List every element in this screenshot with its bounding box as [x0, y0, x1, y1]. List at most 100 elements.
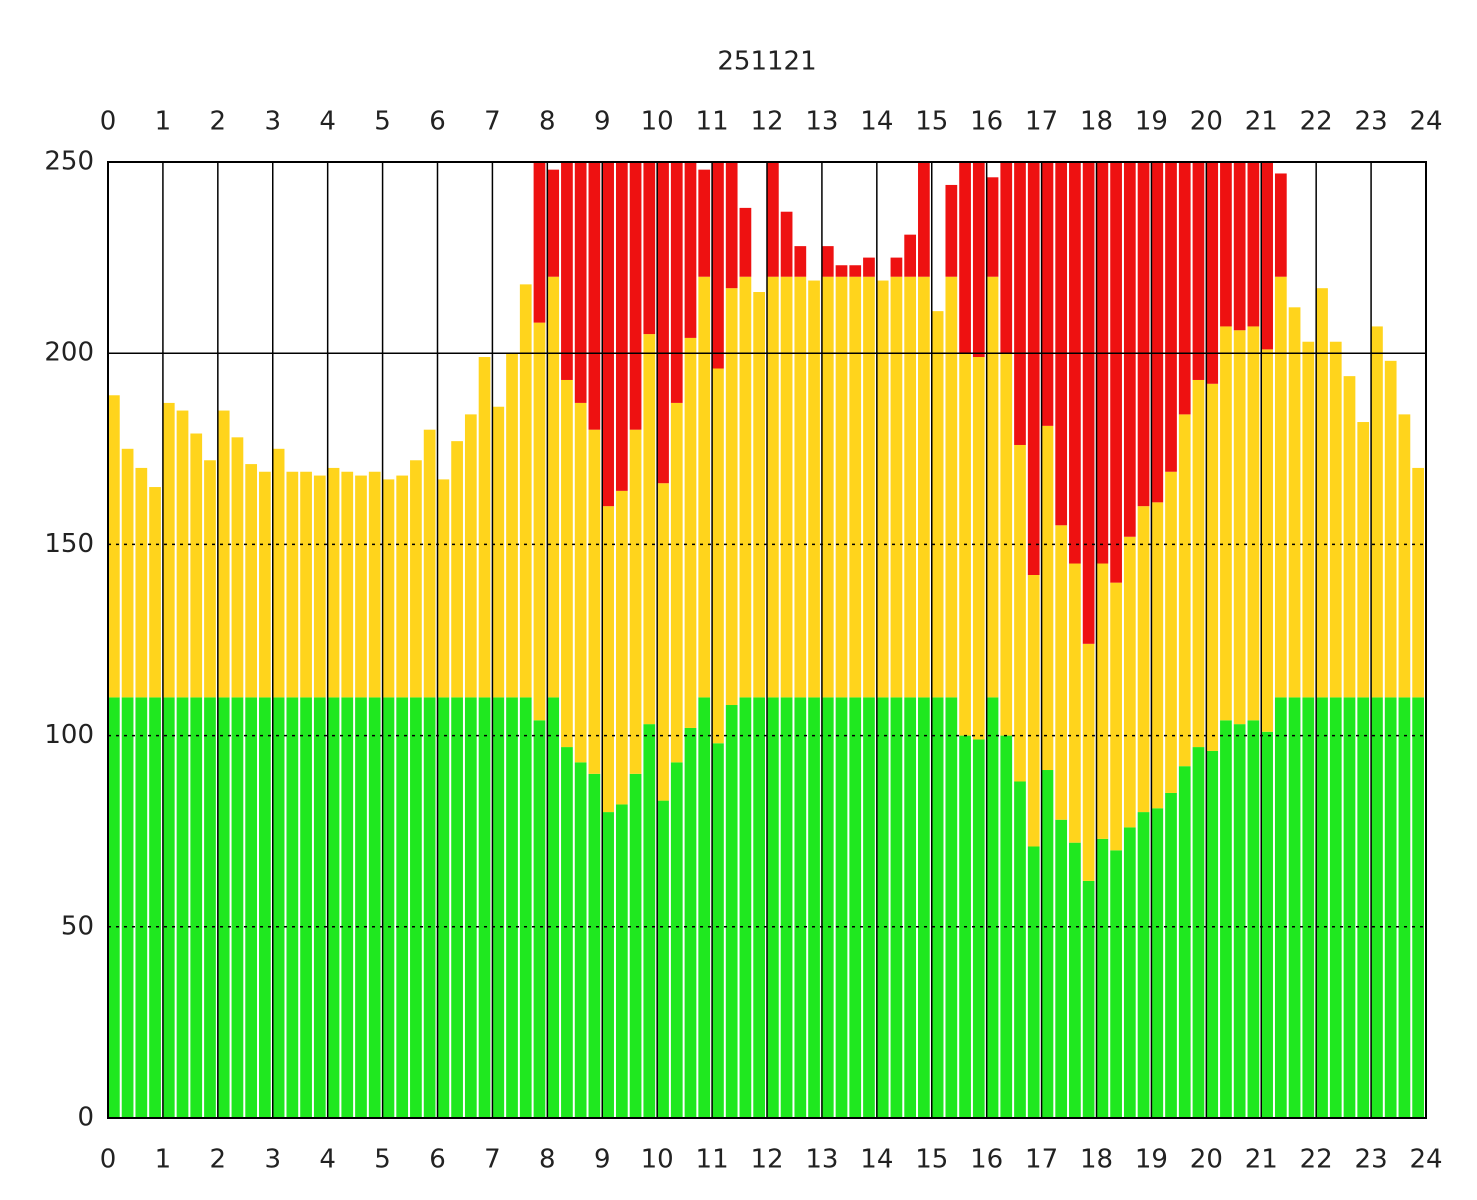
bar-segment [272, 697, 285, 1118]
bar-segment [478, 357, 491, 698]
bar-segment [918, 162, 930, 277]
bar-segment [1096, 838, 1109, 1118]
bar-segment [904, 234, 917, 277]
bar-segment [272, 448, 285, 698]
bar-segment [162, 402, 175, 698]
bar-segment [176, 410, 189, 698]
x2-tick-label: 4 [319, 107, 336, 137]
bar-segment [1343, 697, 1356, 1118]
x-tick-label: 8 [539, 1145, 556, 1175]
bar-segment [519, 697, 532, 1118]
y-tick-label: 0 [77, 1103, 94, 1133]
bar-segment [1371, 326, 1383, 698]
bar-segment [1027, 162, 1040, 575]
bar-segment [918, 697, 930, 1118]
bar-segment [1096, 162, 1109, 564]
bar-segment [1027, 574, 1040, 847]
y-tick-label: 250 [44, 147, 94, 177]
bar-segment [1357, 697, 1370, 1118]
x2-tick-label: 15 [915, 107, 948, 137]
bar-segment [1233, 724, 1246, 1118]
bar-segment [1247, 720, 1260, 1118]
bar-segment [863, 257, 875, 277]
bar-segment [1069, 563, 1081, 843]
bar-segment [1137, 812, 1150, 1118]
bar-segment [972, 162, 985, 358]
y-tick-label: 100 [44, 720, 94, 750]
bar-segment [1137, 506, 1150, 813]
bar-segment [1233, 162, 1246, 331]
bar-segment [767, 276, 779, 698]
x2-tick-label: 16 [970, 107, 1003, 137]
x-tick-label: 12 [750, 1145, 783, 1175]
bar-segment [1055, 162, 1068, 526]
bar-segment [1041, 162, 1054, 426]
bar-segment [945, 697, 958, 1118]
bar-segment [1178, 414, 1191, 767]
bar-segment [602, 162, 614, 507]
x2-tick-label: 18 [1080, 107, 1113, 137]
bar-segment [794, 697, 807, 1118]
x-tick-label: 16 [970, 1145, 1003, 1175]
bar-segment [396, 475, 409, 698]
bar-segment [231, 437, 244, 698]
bar-segment [1220, 326, 1232, 721]
bar-segment [1261, 162, 1273, 350]
x2-tick-label: 24 [1409, 107, 1442, 137]
bar-segment [753, 697, 765, 1118]
bar-segment [1151, 162, 1164, 503]
bar-segment [739, 697, 752, 1118]
bar-segment [190, 697, 203, 1118]
x-tick-label: 4 [319, 1145, 336, 1175]
bar-segment [533, 162, 546, 323]
x2-tick-label: 23 [1355, 107, 1388, 137]
bar-segment [808, 697, 820, 1118]
bar-segment [835, 265, 848, 277]
bar-segment [725, 288, 738, 706]
bar-segment [1192, 747, 1205, 1118]
bar-segment [615, 490, 628, 805]
bar-segment [1247, 162, 1260, 327]
bar-segment [588, 773, 601, 1118]
bar-segment [794, 246, 807, 277]
bar-segment [1192, 162, 1205, 380]
bar-segment [835, 697, 848, 1118]
bar-segment [423, 697, 436, 1118]
bar-segment [918, 276, 930, 698]
x-tick-label: 2 [210, 1145, 227, 1175]
bar-segment [1082, 162, 1095, 644]
bar-segment [259, 471, 271, 698]
x2-tick-label: 20 [1190, 107, 1223, 137]
bar-segment [300, 471, 312, 698]
bar-segment [313, 697, 326, 1118]
bar-segment [684, 162, 697, 338]
bar-segment [217, 697, 230, 1118]
bar-segment [986, 177, 999, 277]
bar-segment [1288, 697, 1301, 1118]
bar-segment [1412, 467, 1424, 698]
bar-segment [1192, 379, 1205, 748]
bar-segment [876, 697, 889, 1118]
bar-segment [313, 475, 326, 698]
bar-segment [1096, 563, 1109, 839]
bar-segment [478, 697, 491, 1118]
bar-segment [629, 773, 642, 1118]
bar-segment [1316, 288, 1328, 698]
bar-segment [725, 162, 738, 289]
bar-segment [1343, 376, 1356, 698]
bar-segment [904, 697, 917, 1118]
bar-segment [1123, 162, 1136, 537]
bar-segment [1151, 502, 1164, 809]
bar-segment [217, 410, 230, 698]
x2-tick-label: 2 [210, 107, 227, 137]
x-tick-label: 11 [696, 1145, 729, 1175]
bar-segment [437, 479, 450, 698]
x2-tick-label: 1 [155, 107, 172, 137]
bar-segment [945, 184, 958, 277]
x2-tick-label: 22 [1300, 107, 1333, 137]
bar-segment [698, 697, 711, 1118]
x2-tick-label: 19 [1135, 107, 1168, 137]
bar-segment [410, 460, 422, 698]
x-tick-label: 22 [1300, 1145, 1333, 1175]
bar-segment [506, 353, 518, 698]
